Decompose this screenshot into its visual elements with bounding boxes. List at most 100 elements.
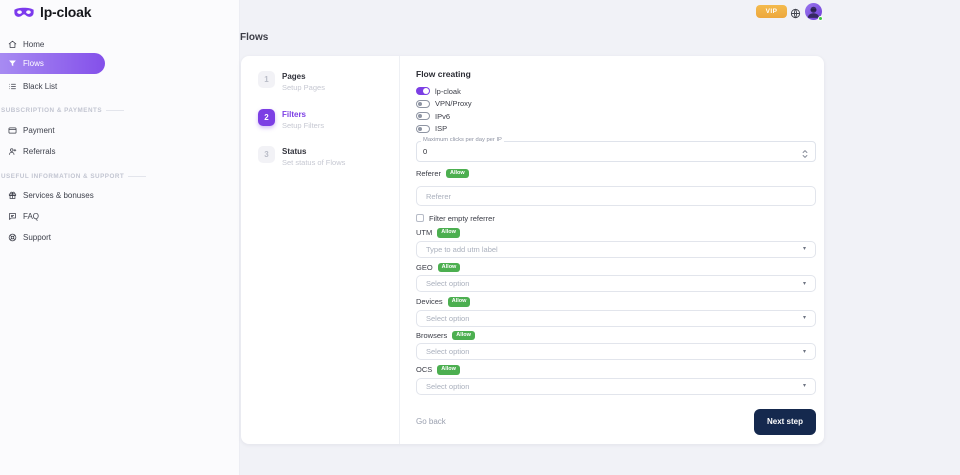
filter-empty-referrer-row: Filter empty referrer [416,213,816,223]
toggle-row-vpn-proxy: VPN/Proxy [416,99,816,108]
sidebar-item-home[interactable]: Home [0,38,239,50]
toggle-label: IPv6 [435,111,451,121]
step-number: 1 [258,71,275,88]
toggle-row-isp: ISP [416,124,816,133]
gift-icon [8,191,17,200]
step-title: Pages [282,72,306,81]
max-clicks-label: Maximum clicks per day per IP [421,137,504,144]
user-avatar[interactable] [805,3,823,21]
ipv6-toggle[interactable] [416,112,430,120]
isp-toggle[interactable] [416,124,430,133]
geo-select[interactable]: Select option ▾ [416,275,816,292]
chevron-down-icon: ▾ [802,280,806,287]
go-back-link[interactable]: Go back [416,417,446,426]
mask-logo-icon [13,6,35,19]
sidebar-section-subscription: SUBSCRIPTION & PAYMENTS [0,107,239,114]
lp-cloak-toggle[interactable] [416,87,430,95]
ocs-allow-badge[interactable]: Allow [437,365,460,375]
funnel-icon [8,59,17,68]
chat-icon [8,212,17,221]
sidebar-item-referrals[interactable]: Referrals [0,145,239,157]
language-globe-icon[interactable] [790,6,801,19]
devices-allow-badge[interactable]: Allow [447,297,471,307]
sidebar-section-useful-info: USEFUL INFORMATION & SUPPORT [0,173,239,180]
vip-button[interactable]: VIP [756,5,787,18]
referer-input[interactable] [416,186,816,206]
step-subtitle: Set status of Flows [282,158,346,167]
step-title: Status [282,147,307,156]
toggle-knob [423,88,429,94]
devices-select[interactable]: Select option ▾ [416,309,816,327]
sidebar-item-black-list[interactable]: Black List [0,80,239,92]
chevron-down-icon: ▾ [802,348,806,355]
devices-label-row: Devices Allow [416,297,816,307]
step-status[interactable]: 3 Status Set status of Flows [241,146,399,167]
step-subtitle: Setup Filters [282,121,325,130]
select-placeholder: Select option [426,279,470,288]
sidebar: lp-cloak Home Flows Black List SUBSCRIPT… [0,0,240,475]
brand-name: lp-cloak [40,4,92,20]
ocs-select[interactable]: Select option ▾ [416,377,816,395]
referer-label-row: Referer Allow [416,168,816,178]
flow-card: 1 Pages Setup Pages 2 Filters Setup Filt… [241,56,824,444]
vpn-proxy-toggle[interactable] [416,99,430,108]
geo-label-row: GEO Allow [416,262,816,272]
sidebar-item-flows[interactable]: Flows [0,53,105,74]
brand-logo[interactable]: lp-cloak [13,4,239,20]
next-step-button[interactable]: Next step [754,408,816,435]
browsers-label-row: Browsers Allow [416,330,816,340]
credit-card-icon [8,126,17,135]
steps-panel: 1 Pages Setup Pages 2 Filters Setup Filt… [241,56,399,167]
chevron-down-icon: ▾ [802,315,806,321]
step-number: 3 [258,146,275,163]
sidebar-item-label: Home [23,39,45,49]
toggle-label: lp-cloak [435,86,461,96]
step-subtitle: Setup Pages [282,83,325,92]
chevron-down-icon: ▾ [802,383,806,389]
sidebar-item-label: Payment [23,125,55,135]
browsers-allow-badge[interactable]: Allow [452,330,475,340]
sidebar-item-label: Black List [23,81,58,91]
list-icon [8,82,17,91]
sidebar-item-faq[interactable]: FAQ [0,210,239,222]
sidebar-item-payment[interactable]: Payment [0,124,239,136]
form-footer: Go back Next step [416,408,816,435]
lifebuoy-icon [8,233,17,242]
toggle-row-ipv6: IPv6 [416,111,816,121]
checkbox-label: Filter empty referrer [429,213,495,223]
select-placeholder: Select option [426,381,470,391]
toggle-label: ISP [435,124,448,133]
toggle-row-lp-cloak: lp-cloak [416,86,816,96]
geo-allow-badge[interactable]: Allow [437,262,461,272]
sidebar-item-label: FAQ [23,211,40,221]
referer-allow-badge[interactable]: Allow [446,168,469,178]
number-stepper-icon[interactable] [802,146,808,158]
utm-select[interactable]: Type to add utm label ▾ [416,240,816,258]
home-icon [8,40,17,49]
toggle-label: VPN/Proxy [435,99,472,108]
utm-allow-badge[interactable]: Allow [437,228,460,238]
max-clicks-input[interactable] [423,146,802,156]
toggle-knob [418,101,422,106]
sidebar-item-label: Services & bonuses [23,190,94,200]
online-status-dot [817,15,823,21]
filter-empty-referrer-checkbox[interactable] [416,214,424,222]
toggle-knob [418,126,422,131]
select-placeholder: Select option [426,313,470,323]
devices-label: Devices [416,297,443,307]
sidebar-item-label: Support [23,232,52,242]
step-number: 2 [258,109,275,126]
utm-label: UTM [416,228,433,238]
sidebar-item-support[interactable]: Support [0,231,239,243]
person-plus-icon [8,147,17,156]
referer-label: Referer [416,168,442,178]
browsers-label: Browsers [416,330,448,340]
page-title: Flows [240,32,269,43]
browsers-select[interactable]: Select option ▾ [416,343,816,360]
form-title: Flow creating [416,69,471,79]
card-divider [399,56,400,444]
sidebar-item-label: Flows [23,59,44,68]
step-filters[interactable]: 2 Filters Setup Filters [241,109,399,130]
sidebar-item-services-bonuses[interactable]: Services & bonuses [0,189,239,201]
step-pages[interactable]: 1 Pages Setup Pages [241,71,399,92]
